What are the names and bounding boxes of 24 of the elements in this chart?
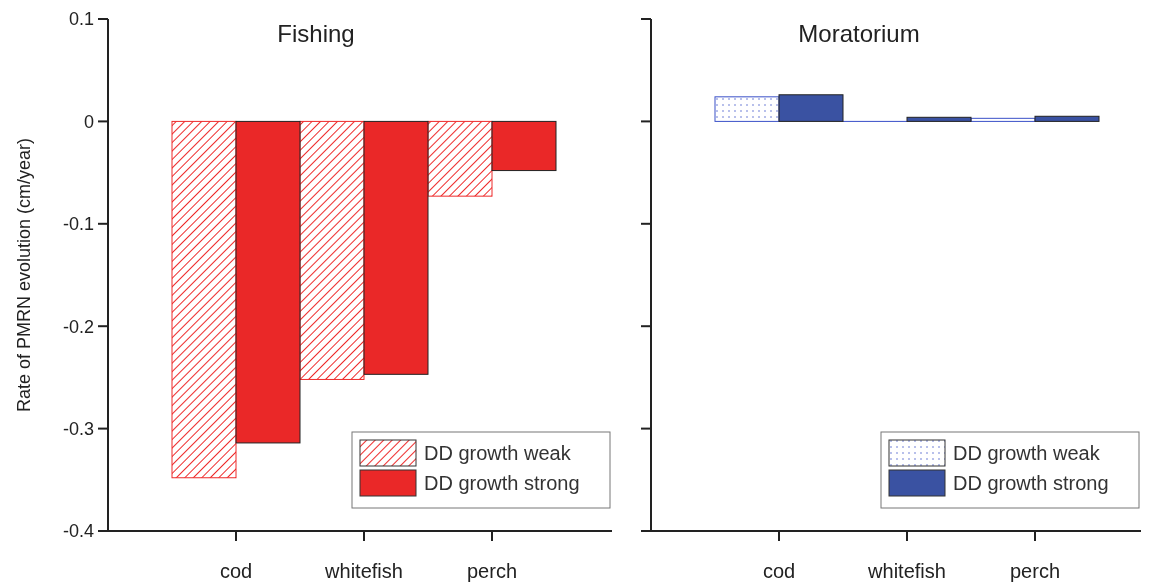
y-tick-label: 0.1 xyxy=(68,9,94,30)
x-tick-label: cod xyxy=(762,560,796,582)
bar xyxy=(778,94,844,122)
legend-label: DD growth weak xyxy=(424,442,572,464)
y-tick-label: -0.4 xyxy=(62,521,94,542)
x-tick-label: whitefish xyxy=(867,560,946,582)
legend-label: DD growth strong xyxy=(953,472,1109,494)
y-tick-label: 0 xyxy=(83,111,94,132)
legend-label: DD growth strong xyxy=(424,472,580,494)
x-tick-label: perch xyxy=(1009,560,1061,582)
y-axis-title: Rate of PMRN evolution (cm/year) xyxy=(14,137,34,413)
bar xyxy=(714,96,780,122)
x-tick-label: perch xyxy=(466,560,518,582)
x-tick-label: cod xyxy=(219,560,253,582)
chart-title: Moratorium xyxy=(798,20,920,47)
y-tick-label: -0.2 xyxy=(62,316,94,337)
y-tick-label: -0.3 xyxy=(62,418,94,439)
bar xyxy=(906,116,972,122)
x-tick-label: whitefish xyxy=(324,560,403,582)
chart-title: Fishing xyxy=(277,20,355,47)
bar xyxy=(970,117,1036,122)
legend-label: DD growth weak xyxy=(953,442,1101,464)
bar xyxy=(1034,115,1100,122)
y-tick-label: -0.1 xyxy=(62,214,94,235)
